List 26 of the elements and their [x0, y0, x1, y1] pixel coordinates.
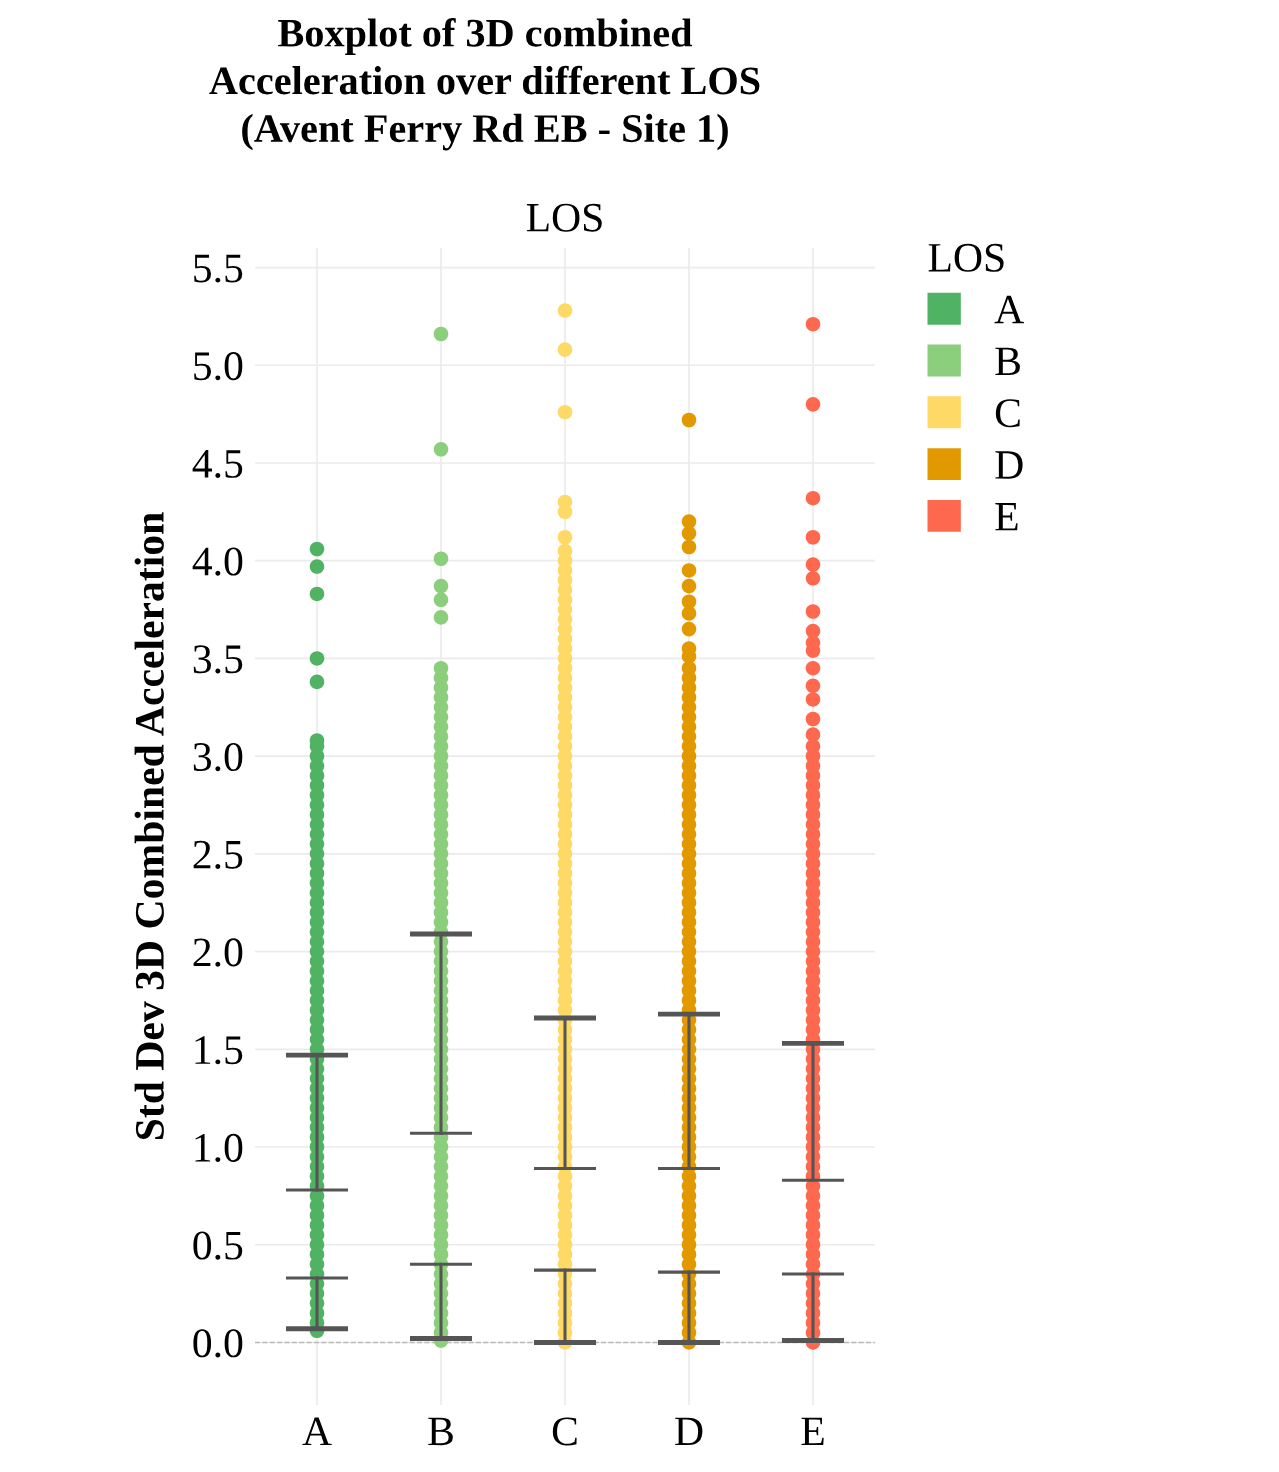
legend-label: E — [995, 503, 1018, 531]
y-tick-label: 2.5 — [193, 840, 243, 869]
y-tick-label: 4.0 — [192, 547, 243, 576]
legend-label: C — [995, 399, 1020, 428]
y-tick-label: 5.5 — [194, 254, 243, 283]
chart-title: Boxplot of 3D combined Acceleration over different LOS (Avent Ferry Rd EB - Site 1) — [209, 18, 760, 151]
legend-label: D — [995, 451, 1023, 479]
y-tick-label: 3.0 — [193, 742, 243, 772]
legend-label: B — [995, 347, 1020, 376]
legend-title: LOS — [928, 243, 1004, 272]
x-tick-label: A — [302, 1417, 332, 1446]
legend-label: A — [994, 295, 1024, 324]
x-tick-label: B — [428, 1417, 453, 1446]
y-tick-label: 0.5 — [193, 1231, 243, 1260]
y-tick-label: 4.5 — [192, 450, 243, 479]
y-tick-label: 2.0 — [193, 938, 243, 967]
chart-subtitle: LOS — [526, 203, 602, 232]
x-tick-label: E — [801, 1417, 824, 1446]
y-axis-title: Std Dev 3D Combined Acceleration — [134, 512, 164, 1140]
y-tick-label: 5.0 — [194, 352, 243, 381]
y-tick-label: 3.5 — [193, 645, 243, 674]
y-tick-label: 0.0 — [193, 1329, 243, 1358]
y-tick-label: 1.0 — [195, 1133, 243, 1163]
y-tick-label: 1.5 — [195, 1036, 243, 1065]
x-tick-label: C — [552, 1417, 577, 1446]
x-tick-label: D — [675, 1417, 703, 1446]
